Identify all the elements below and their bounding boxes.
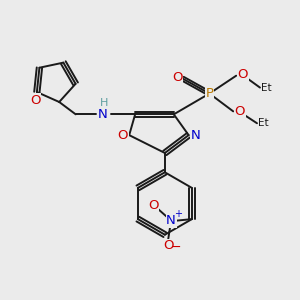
Text: +: +: [174, 209, 182, 219]
Text: N: N: [190, 129, 200, 142]
Text: O: O: [30, 94, 40, 107]
Text: O: O: [163, 239, 173, 252]
Text: O: O: [172, 71, 183, 84]
Text: Et: Et: [259, 118, 269, 128]
Text: Et: Et: [262, 82, 272, 93]
Text: −: −: [170, 241, 181, 254]
Text: O: O: [235, 105, 245, 118]
Text: O: O: [148, 199, 158, 212]
Text: O: O: [238, 68, 248, 81]
Text: P: P: [206, 87, 213, 100]
Text: N: N: [98, 108, 107, 121]
Text: H: H: [100, 98, 108, 108]
Text: O: O: [117, 129, 128, 142]
Text: N: N: [166, 214, 176, 227]
